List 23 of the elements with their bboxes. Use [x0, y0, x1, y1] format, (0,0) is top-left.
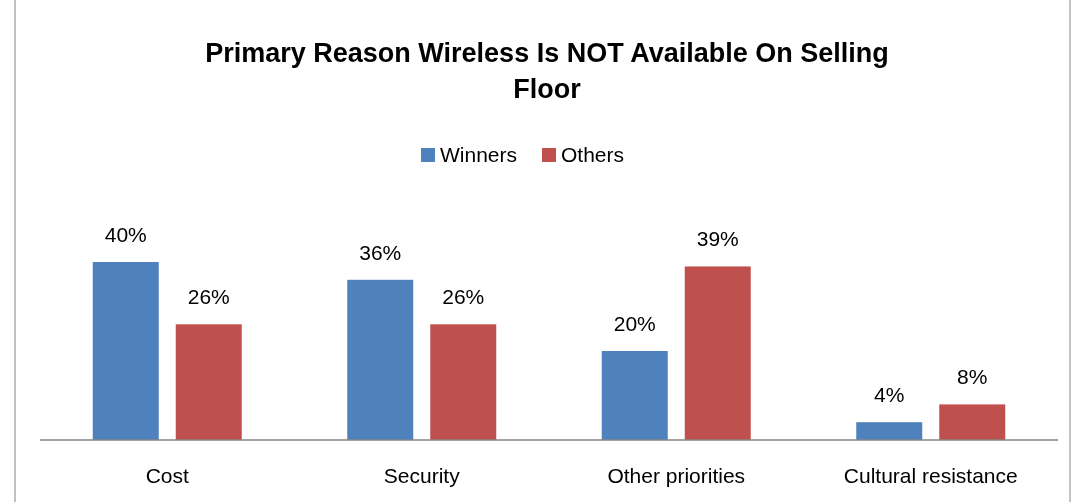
bar [175, 324, 242, 440]
bar [430, 324, 497, 440]
data-label: 8% [957, 365, 988, 389]
x-tick-label: Cultural resistance [843, 464, 1018, 487]
data-label: 26% [187, 285, 230, 309]
bar [856, 422, 923, 440]
chart-title: Primary Reason Wireless Is NOT Available On Selling Floor [205, 38, 889, 104]
legend-label: Winners [440, 143, 518, 166]
data-label: 4% [874, 383, 905, 407]
x-tick-label: Cost [145, 464, 189, 487]
bar [92, 262, 159, 440]
data-label: 39% [696, 227, 739, 251]
data-label: 40% [104, 223, 147, 246]
bar [601, 351, 668, 440]
bar [684, 266, 751, 440]
x-tick-label: Security [383, 464, 461, 487]
data-label: 20% [613, 312, 656, 335]
x-tick-label: Other priorities [607, 464, 746, 487]
legend-label: Others [561, 143, 625, 166]
data-label: 26% [442, 285, 485, 309]
bar [939, 404, 1006, 440]
data-label: 36% [359, 240, 402, 264]
bar [347, 279, 414, 440]
